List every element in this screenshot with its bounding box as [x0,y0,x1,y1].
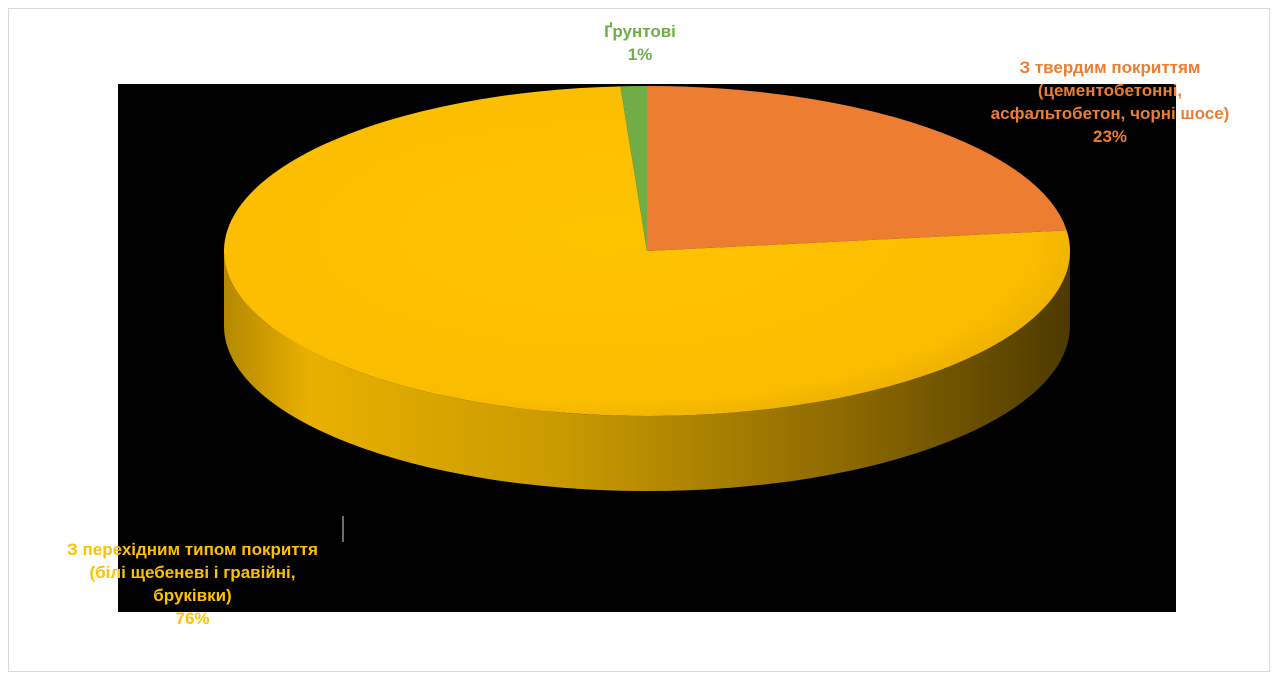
slice-label-text: (цементобетонні, [1037,81,1183,100]
slice-label-text: асфальтобетон, чорні шосе) [990,104,1230,123]
slice-label-hard-surface: З твердим покриттям (цементобетонні, асф… [950,56,1270,148]
pie-side-wall [224,251,1070,491]
slice-label-text: З перехідним типом покриття [67,540,318,559]
pie-slice-0 [647,86,1067,251]
slice-label-text: З твердим покриттям [1019,58,1201,77]
pie-slice-2 [620,86,647,251]
slice-value-label: 1% [627,45,653,64]
pie-side-wall-shape [224,251,1070,491]
slice-value-label: 76% [175,609,210,628]
slice-label-text: Ґрунтові [604,22,676,41]
slice-label-transitional: З перехідним типом покриття (білі щебене… [0,538,385,630]
pie-top-face [224,86,1070,416]
slice-label-text: (білі щебеневі і гравійні, [89,563,296,582]
pie-slice-1 [224,86,1070,416]
slice-label-soil: Ґрунтові 1% [560,20,720,66]
slice-label-text: бруківки) [153,586,232,605]
slice-value-label: 23% [1092,127,1128,146]
